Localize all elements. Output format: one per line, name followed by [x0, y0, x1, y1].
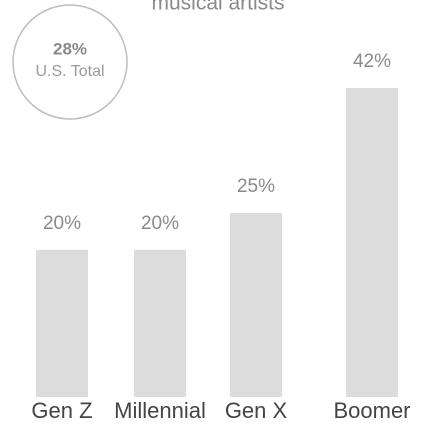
- category-label: Millennial: [114, 398, 206, 423]
- total-value: 28%: [53, 39, 87, 58]
- total-text: U.S. Total: [35, 63, 104, 80]
- category-label: Gen X: [225, 398, 288, 423]
- bar: [36, 249, 88, 397]
- bar: [346, 88, 398, 397]
- total-circle: [12, 4, 128, 120]
- value-label: 25%: [237, 176, 275, 197]
- category-label: Gen Z: [31, 398, 92, 423]
- value-label: 20%: [141, 213, 179, 234]
- chart-title: musical artists: [151, 0, 284, 15]
- category-label: Boomer: [333, 398, 410, 423]
- value-label: 20%: [43, 213, 81, 234]
- value-label: 42%: [353, 51, 391, 72]
- bar: [230, 213, 282, 397]
- bar: [134, 249, 186, 397]
